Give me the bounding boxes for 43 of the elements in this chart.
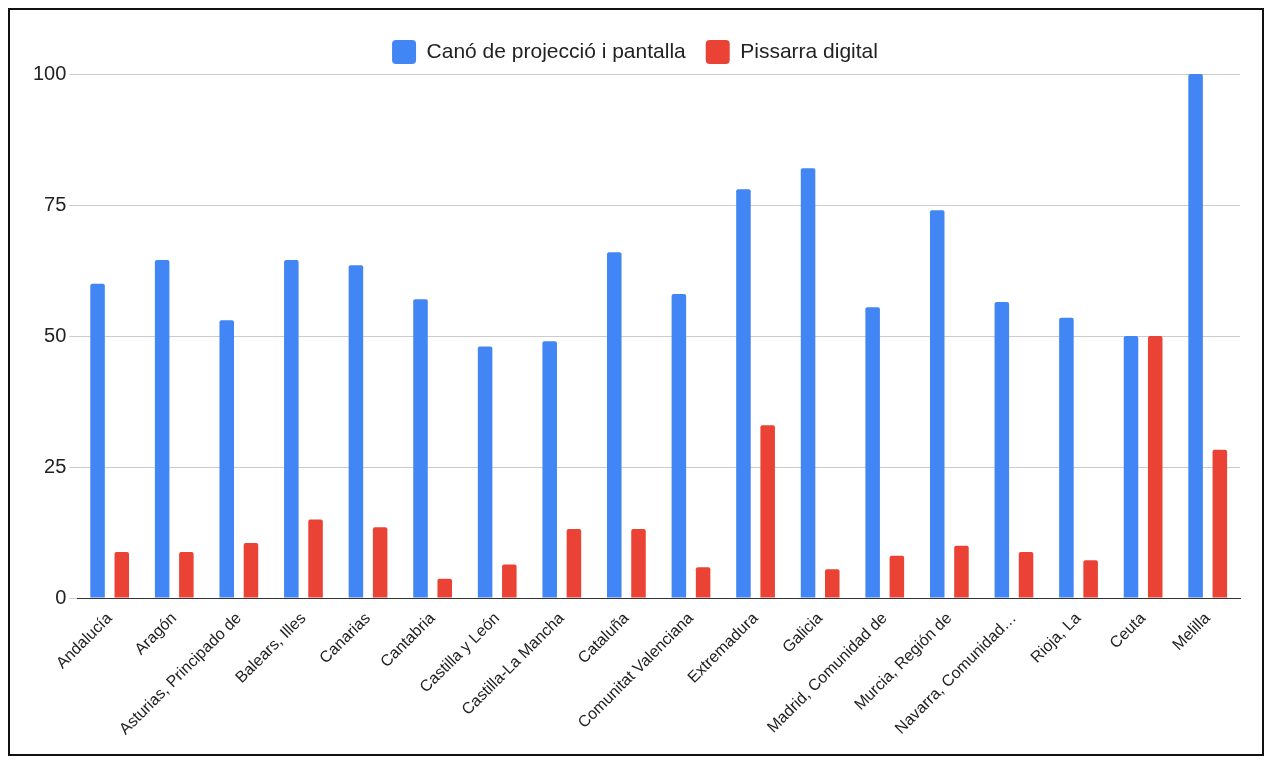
bar: [154, 260, 170, 598]
bar: [219, 320, 234, 598]
y-tick-label: 0: [55, 585, 67, 608]
bar: [825, 569, 840, 598]
bar: [179, 551, 194, 598]
bar: [671, 294, 687, 598]
bar: [308, 519, 323, 598]
bar: [695, 567, 711, 598]
bar: [243, 543, 259, 598]
bar: [929, 210, 945, 598]
bar: [90, 283, 105, 598]
bar: [889, 555, 905, 598]
bar: [1123, 336, 1139, 598]
bar: [566, 528, 582, 598]
bar: [372, 527, 388, 598]
legend-label: Pissarra digital: [740, 38, 878, 62]
bar: [1018, 551, 1034, 598]
bar: [1188, 74, 1203, 598]
bar: [477, 346, 493, 598]
bar: [542, 341, 557, 598]
bar: [284, 260, 299, 598]
bar: [1083, 560, 1098, 598]
bar: [1147, 336, 1163, 598]
y-tick-label: 50: [44, 323, 67, 346]
bar: [1059, 317, 1074, 598]
bar: [631, 528, 646, 598]
bar: [502, 564, 517, 598]
bar: [114, 551, 130, 598]
bar: [1212, 449, 1228, 598]
bar: [800, 168, 816, 598]
bar: [994, 301, 1010, 598]
y-tick-label: 75: [44, 192, 67, 215]
bar: [736, 189, 751, 598]
bar: [348, 265, 364, 598]
y-tick-label: 100: [32, 61, 67, 84]
bar: [607, 252, 622, 598]
bar: [437, 578, 452, 598]
bar: [760, 425, 775, 598]
bar: [413, 299, 428, 598]
bar: [954, 545, 969, 598]
y-tick-label: 25: [44, 454, 67, 477]
bar: [865, 307, 880, 598]
legend-label: Canó de projecció i pantalla: [426, 38, 687, 62]
